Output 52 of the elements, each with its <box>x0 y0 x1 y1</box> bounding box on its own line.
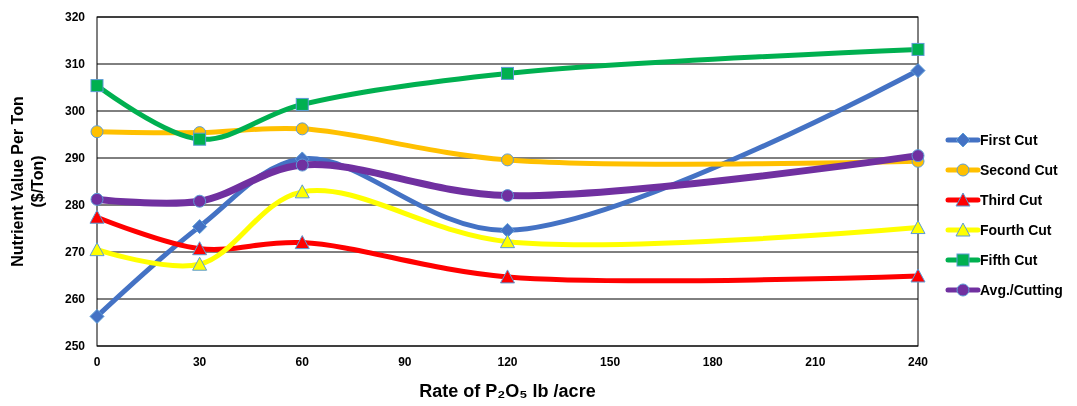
point <box>501 189 514 203</box>
point <box>193 132 207 146</box>
legend-label: Third Cut <box>980 191 1043 208</box>
point <box>910 220 926 235</box>
legend-label: Avg./Cutting <box>980 281 1063 298</box>
point <box>500 222 515 238</box>
point <box>501 66 514 80</box>
x-tick-label: 210 <box>805 355 826 369</box>
x-tick-label: 90 <box>398 355 412 369</box>
point <box>295 158 309 172</box>
x-tick-label: 150 <box>600 355 621 369</box>
y-tick-label: 270 <box>64 245 86 260</box>
y-tick-label: 300 <box>64 104 86 119</box>
x-tick-label: 120 <box>497 355 518 369</box>
point <box>89 242 105 257</box>
y-tick-label: 290 <box>64 151 86 166</box>
x-tick-label: 240 <box>907 355 929 369</box>
point <box>500 234 515 249</box>
point <box>910 63 926 79</box>
y-tick-label: 280 <box>64 198 86 213</box>
x-tick-label: 60 <box>295 355 310 369</box>
legend-label: First Cut <box>980 131 1038 148</box>
y-tick-label: 250 <box>64 339 86 354</box>
point <box>911 42 925 56</box>
point <box>295 122 309 136</box>
point <box>192 219 208 235</box>
point <box>500 269 515 284</box>
point <box>90 79 104 93</box>
point <box>501 153 514 167</box>
point <box>90 192 104 206</box>
point <box>193 194 207 208</box>
point <box>89 209 105 224</box>
point <box>89 308 105 324</box>
x-axis-title: Rate of P₂O₅ lb /acre <box>419 381 596 401</box>
point <box>90 125 104 139</box>
point <box>192 256 208 271</box>
y-tick-label: 260 <box>64 292 86 307</box>
point <box>295 97 309 111</box>
point <box>294 184 310 199</box>
point <box>910 268 926 283</box>
x-tick-label: 180 <box>702 355 724 369</box>
point <box>294 235 310 250</box>
y-tick-label: 320 <box>64 10 86 25</box>
y-tick-label: 310 <box>64 57 86 72</box>
legend-label: Second Cut <box>980 161 1059 178</box>
legend-label: Fifth Cut <box>980 251 1038 268</box>
point <box>911 149 925 163</box>
x-tick-label: 0 <box>93 355 101 369</box>
y-axis-title: Nutrient Value Per Ton ($/Ton) <box>9 96 46 267</box>
point <box>192 241 208 256</box>
legend-label: Fourth Cut <box>980 221 1052 238</box>
x-tick-label: 30 <box>192 355 207 369</box>
